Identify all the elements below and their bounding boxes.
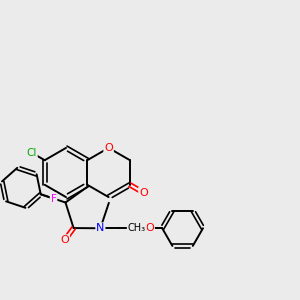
Text: Cl: Cl bbox=[26, 148, 37, 158]
Text: O: O bbox=[145, 223, 154, 233]
Text: O: O bbox=[60, 235, 69, 245]
Text: O: O bbox=[104, 143, 113, 153]
Text: N: N bbox=[96, 223, 105, 233]
Text: F: F bbox=[51, 194, 56, 203]
Text: O: O bbox=[139, 188, 148, 198]
Text: CH₃: CH₃ bbox=[128, 223, 146, 233]
